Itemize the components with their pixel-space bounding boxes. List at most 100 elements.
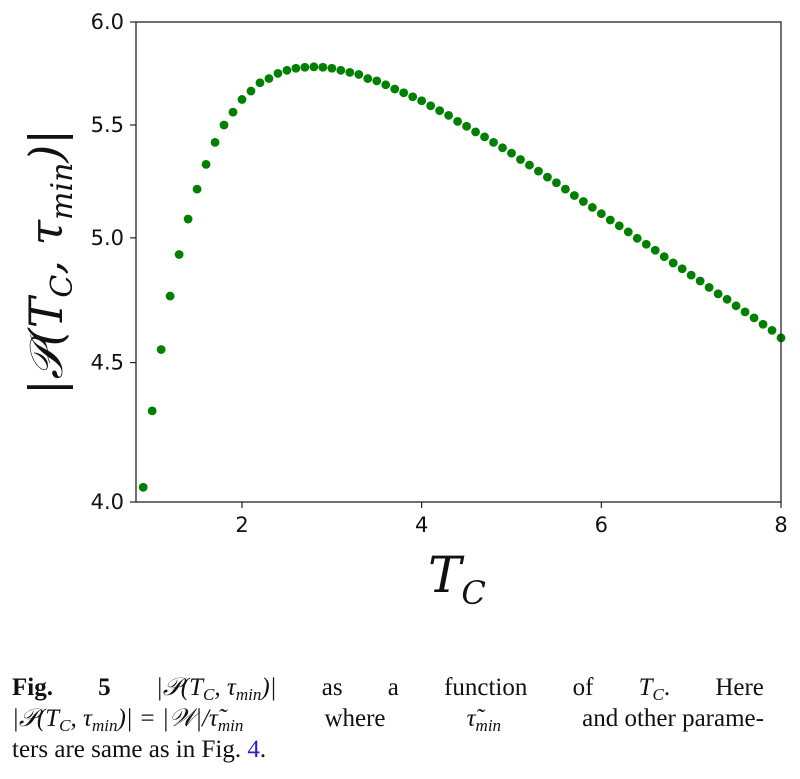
data-point bbox=[327, 63, 337, 73]
data-point bbox=[668, 258, 678, 268]
data-point bbox=[525, 160, 534, 170]
data-point bbox=[318, 62, 328, 72]
x-tick-label: 8 bbox=[774, 513, 787, 537]
data-point bbox=[614, 221, 624, 231]
data-point bbox=[192, 184, 202, 194]
data-point bbox=[659, 252, 669, 262]
data-point bbox=[390, 84, 400, 94]
caption-word: as bbox=[321, 674, 343, 701]
caption-equation: |𝒫(TC, τmin)| = |𝒲|/τ̃min bbox=[12, 705, 244, 735]
data-point bbox=[516, 155, 525, 164]
y-tick-label: 4.0 bbox=[91, 490, 124, 514]
x-tick-label: 2 bbox=[235, 513, 248, 537]
data-point bbox=[354, 70, 364, 79]
chart: 4.0 4.5 5.0 5.5 6.0 2 4 6 8 TC |𝒫(TC, τmin)| bbox=[19, 10, 788, 612]
data-point bbox=[138, 482, 148, 492]
data-point bbox=[650, 245, 660, 255]
data-point bbox=[228, 107, 238, 117]
data-point bbox=[569, 191, 579, 200]
data-point bbox=[201, 159, 211, 169]
data-point bbox=[408, 92, 418, 102]
data-point bbox=[399, 88, 409, 98]
caption-fig-label: Fig. bbox=[12, 674, 53, 701]
caption-word: Here bbox=[715, 674, 764, 701]
data-point bbox=[713, 289, 723, 299]
data-point bbox=[471, 127, 480, 137]
data-point bbox=[561, 184, 570, 194]
data-point bbox=[695, 276, 705, 286]
y-axis-label: |𝒫(TC, τmin)| bbox=[19, 129, 80, 395]
caption-word: function bbox=[444, 674, 528, 701]
figure-caption: Fig. 5 |𝒫(TC, τmin)| as a function of TC… bbox=[12, 672, 764, 765]
data-point bbox=[435, 106, 445, 116]
data-point bbox=[156, 345, 166, 354]
data-point bbox=[363, 74, 373, 83]
data-point bbox=[444, 110, 454, 120]
data-point bbox=[623, 227, 633, 237]
data-point bbox=[453, 116, 463, 126]
caption-fig-number: 5 bbox=[98, 674, 111, 701]
caption-word: of bbox=[572, 674, 594, 701]
data-point bbox=[255, 78, 265, 88]
y-tick-label: 6.0 bbox=[91, 10, 124, 34]
data-point bbox=[722, 294, 732, 304]
x-axis-label: TC bbox=[428, 546, 486, 612]
plot-frame bbox=[135, 21, 782, 503]
data-point bbox=[336, 65, 346, 75]
data-point bbox=[417, 96, 427, 106]
caption-period: . bbox=[259, 736, 267, 763]
data-point bbox=[264, 74, 274, 83]
data-point bbox=[534, 166, 543, 176]
caption-line-1: Fig. 5 |𝒫(TC, τmin)| as a function of TC… bbox=[12, 672, 764, 703]
y-tick-label: 5.0 bbox=[91, 226, 124, 250]
data-point bbox=[246, 86, 256, 96]
x-tick-label: 4 bbox=[415, 513, 428, 537]
y-tick-label: 4.5 bbox=[91, 351, 124, 375]
caption-line-2: |𝒫(TC, τmin)| = |𝒲|/τ̃min where τ̃min an… bbox=[12, 703, 764, 734]
data-point bbox=[489, 137, 498, 147]
data-point bbox=[587, 203, 597, 212]
data-point bbox=[731, 301, 741, 311]
data-point bbox=[372, 76, 382, 86]
data-point bbox=[426, 101, 436, 111]
data-point bbox=[219, 120, 229, 130]
caption-math-tc: TC. bbox=[638, 674, 671, 704]
data-point bbox=[291, 63, 301, 73]
data-point bbox=[174, 250, 184, 259]
data-point bbox=[749, 313, 759, 323]
data-point bbox=[686, 270, 696, 280]
data-point bbox=[758, 319, 768, 329]
data-point bbox=[237, 95, 247, 104]
data-point bbox=[462, 121, 471, 131]
data-point bbox=[677, 264, 687, 274]
data-point bbox=[282, 65, 292, 75]
data-points bbox=[138, 62, 786, 492]
data-point bbox=[183, 214, 193, 224]
figure-4-link[interactable]: 4 bbox=[247, 736, 260, 763]
caption-text: and other parame- bbox=[582, 705, 764, 732]
x-axis-ticks: 2 4 6 8 bbox=[235, 502, 788, 537]
data-point bbox=[507, 148, 516, 158]
data-point bbox=[165, 291, 175, 301]
caption-math-tau: τ̃min bbox=[466, 705, 502, 735]
data-point bbox=[273, 69, 283, 78]
data-point bbox=[345, 67, 355, 77]
data-point bbox=[605, 215, 615, 225]
data-point bbox=[704, 282, 714, 292]
caption-word: where bbox=[324, 705, 386, 732]
data-point bbox=[543, 172, 552, 182]
data-point bbox=[480, 132, 489, 142]
data-point bbox=[147, 406, 157, 416]
data-point bbox=[498, 143, 507, 153]
caption-text: ters are same as in Fig. bbox=[12, 736, 242, 763]
data-point bbox=[596, 209, 606, 219]
caption-word: a bbox=[387, 674, 399, 701]
data-point bbox=[210, 137, 220, 147]
data-point bbox=[740, 307, 750, 317]
x-tick-label: 6 bbox=[595, 513, 608, 537]
data-point bbox=[300, 62, 310, 72]
data-point bbox=[309, 62, 319, 72]
y-axis-ticks: 4.0 4.5 5.0 5.5 6.0 bbox=[91, 10, 136, 514]
caption-math-p: |𝒫(TC, τmin)| bbox=[155, 674, 277, 704]
data-point bbox=[578, 197, 588, 206]
